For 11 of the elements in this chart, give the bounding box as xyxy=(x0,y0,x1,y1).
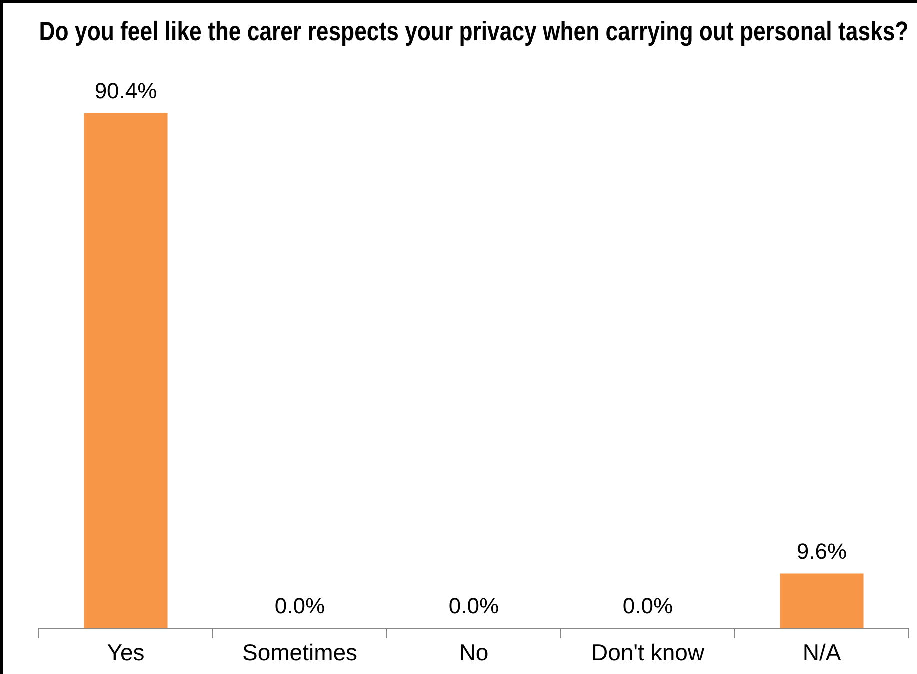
data-label: 9.6% xyxy=(796,538,848,564)
data-label: 0.0% xyxy=(448,593,500,618)
x-tick-label: No xyxy=(459,640,489,666)
data-label: 0.0% xyxy=(622,593,674,618)
chart-title: Do you feel like the carer respects your privacy when carrying out personal tasks? xyxy=(39,18,909,48)
x-tick-label: N/A xyxy=(802,640,842,666)
x-tick-label: Don't know xyxy=(591,640,705,666)
data-label: 0.0% xyxy=(274,593,326,618)
x-tick-label: Yes xyxy=(107,640,145,666)
x-tick-label: Sometimes xyxy=(242,640,358,666)
data-label: 90.4% xyxy=(94,78,158,104)
